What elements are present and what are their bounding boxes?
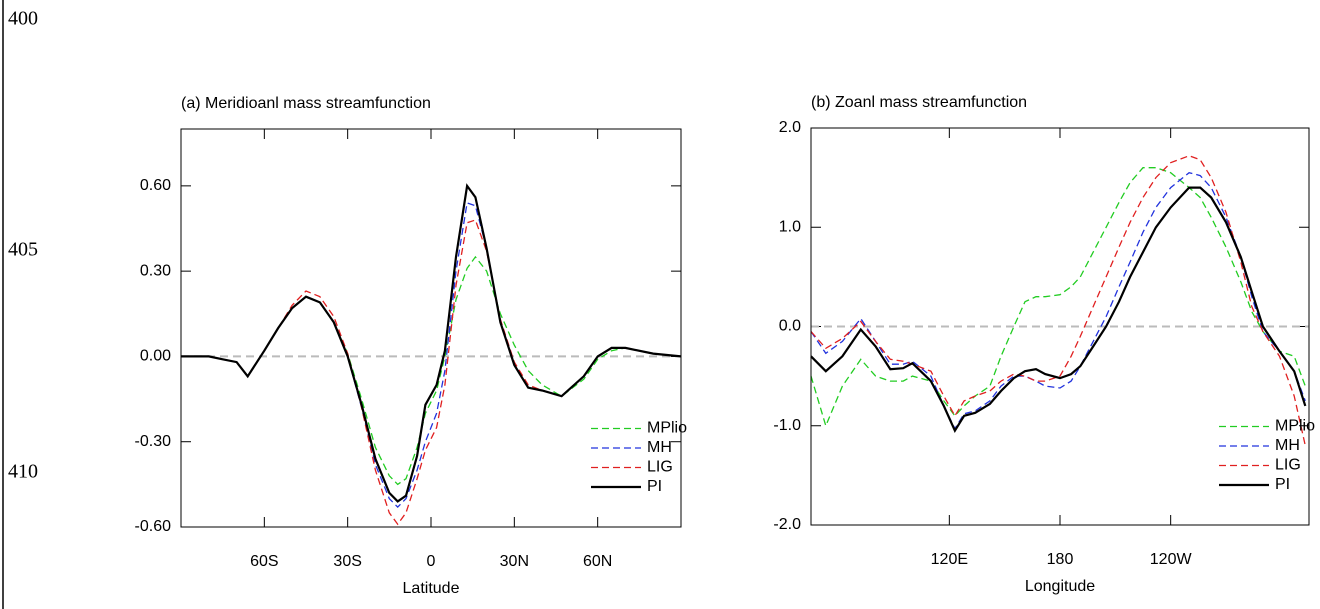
y-tick-label: 1.0 bbox=[779, 218, 801, 235]
y-tick-label: -0.30 bbox=[135, 433, 172, 450]
x-axis-label: Longitude bbox=[1025, 578, 1095, 595]
x-tick-label: 0 bbox=[427, 553, 436, 570]
line-number: 400 bbox=[8, 8, 38, 30]
chart-title: (a) Meridioanl mass streamfunction bbox=[181, 95, 431, 112]
y-tick-label: 2.0 bbox=[779, 119, 801, 136]
x-axis-label: Latitude bbox=[403, 580, 460, 597]
legend-label: PI bbox=[647, 478, 662, 495]
y-tick-label: -2.0 bbox=[773, 516, 801, 533]
chart-title: (b) Zoanl mass streamfunction bbox=[811, 94, 1027, 111]
y-tick-label: 0.30 bbox=[140, 262, 171, 279]
series-line bbox=[181, 183, 682, 503]
series-line bbox=[181, 255, 682, 486]
legend-label: LIG bbox=[1275, 457, 1301, 474]
y-tick-label: 0.60 bbox=[140, 177, 171, 194]
legend-label: MPlio bbox=[1275, 418, 1315, 435]
legend-label: MH bbox=[1275, 437, 1300, 454]
x-tick-label: 30S bbox=[333, 553, 361, 570]
y-tick-label: 0.00 bbox=[140, 348, 171, 365]
plot-frame bbox=[180, 128, 682, 528]
x-tick-label: 120E bbox=[931, 551, 968, 568]
series-line bbox=[810, 167, 1306, 428]
y-tick-label: 0.0 bbox=[779, 318, 801, 335]
legend-label: MH bbox=[647, 439, 672, 456]
plot-frame bbox=[810, 127, 1310, 526]
legend-label: PI bbox=[1275, 476, 1290, 493]
x-tick-label: 60N bbox=[583, 553, 612, 570]
legend-label: MPlio bbox=[647, 420, 687, 437]
series-line bbox=[181, 202, 682, 509]
series-line bbox=[810, 155, 1306, 446]
series-line bbox=[810, 186, 1307, 434]
line-number: 410 bbox=[8, 461, 38, 483]
line-number: 405 bbox=[8, 239, 38, 261]
x-tick-label: 120W bbox=[1150, 551, 1193, 568]
y-tick-label: -0.60 bbox=[135, 518, 172, 535]
legend-label: LIG bbox=[647, 459, 673, 476]
x-tick-label: 180 bbox=[1047, 551, 1074, 568]
x-tick-label: 60S bbox=[250, 553, 278, 570]
series-line bbox=[810, 171, 1306, 431]
series-line bbox=[181, 219, 682, 526]
y-tick-label: -1.0 bbox=[773, 417, 801, 434]
x-tick-label: 30N bbox=[500, 553, 529, 570]
